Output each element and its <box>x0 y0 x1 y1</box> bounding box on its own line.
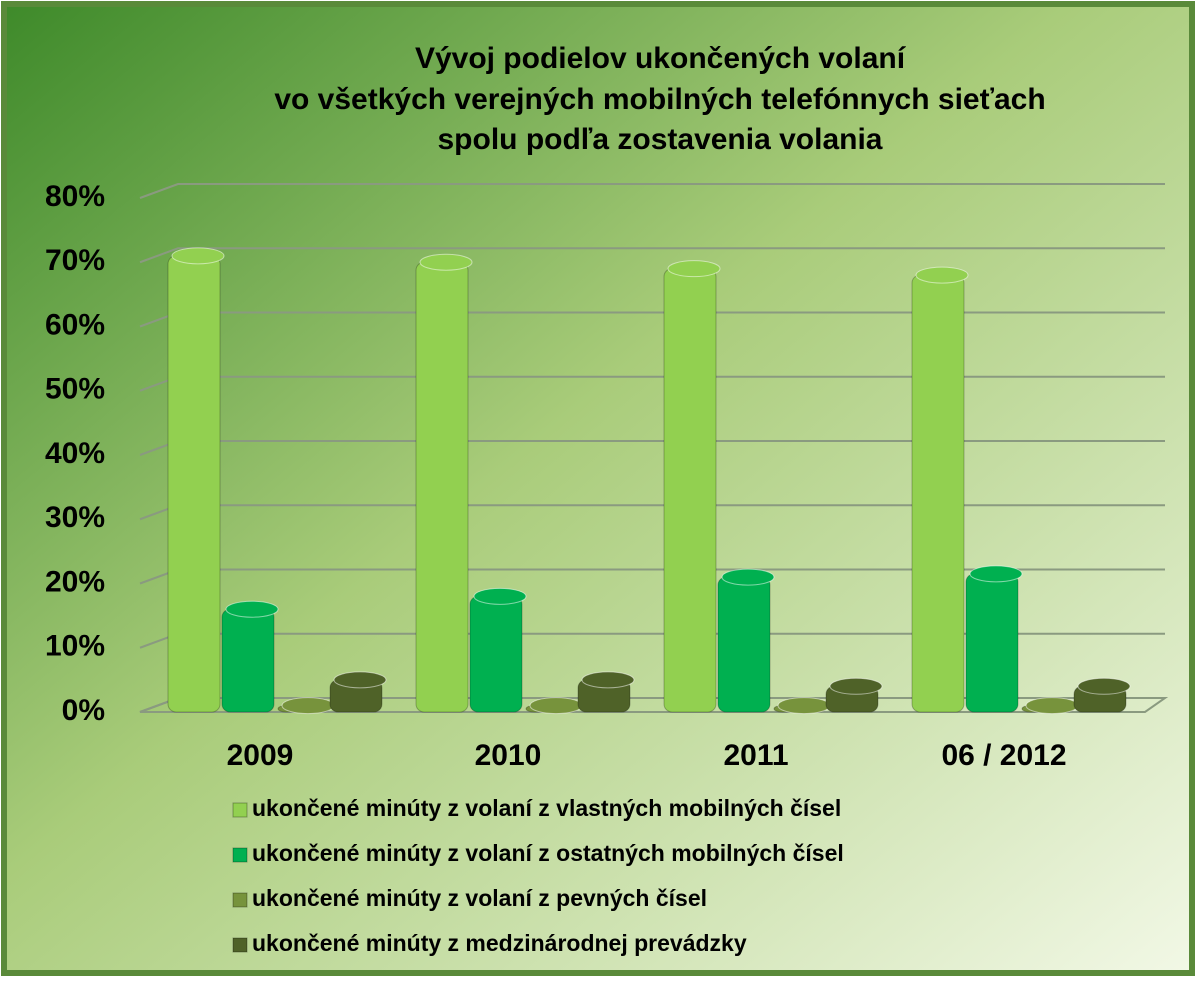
bar <box>469 595 523 713</box>
legend-swatch <box>232 937 248 953</box>
x-tick-label: 06 / 2012 <box>941 739 1066 772</box>
bar <box>221 608 275 713</box>
bar-top <box>1025 697 1079 715</box>
y-tick-label: 80% <box>45 180 105 213</box>
bar-top <box>915 266 969 284</box>
bar <box>911 274 965 713</box>
bar-top <box>721 568 775 586</box>
legend-swatch <box>232 847 248 863</box>
chart-title: vo všetkých verejných mobilných telefónn… <box>274 83 1045 116</box>
x-tick-label: 2011 <box>723 739 788 772</box>
chart-title: spolu podľa zostavenia volania <box>438 123 883 156</box>
legend-swatch <box>232 802 248 818</box>
grid-line <box>139 247 1165 264</box>
bar-top <box>333 671 387 689</box>
grid-line <box>139 183 1165 199</box>
bar-top <box>1077 677 1131 695</box>
x-tick-label: 2010 <box>475 739 542 772</box>
chart-title: Vývoj podielov ukončených volaní <box>415 42 907 75</box>
bar-top <box>171 247 225 265</box>
y-tick-label: 10% <box>45 630 105 663</box>
y-tick-label: 0% <box>62 694 105 727</box>
bar-top <box>969 565 1023 583</box>
y-tick-label: 30% <box>45 501 105 534</box>
bar-top <box>829 677 883 695</box>
bar-top <box>419 253 473 271</box>
bar <box>965 573 1019 713</box>
bar-top <box>473 587 527 605</box>
legend-label: ukončené minúty z volaní z vlastných mob… <box>252 795 841 821</box>
y-tick-label: 50% <box>45 373 105 406</box>
bar-top <box>529 697 583 715</box>
bar-top <box>225 600 279 618</box>
bar <box>663 268 717 713</box>
bar-top <box>281 697 335 715</box>
bar-top <box>667 260 721 278</box>
bar <box>717 576 771 713</box>
legend-label: ukončené minúty z volaní z pevných čísel <box>252 885 707 911</box>
bar <box>415 261 469 713</box>
y-tick-label: 70% <box>45 244 105 277</box>
legend-swatch <box>232 892 248 908</box>
y-tick-label: 20% <box>45 565 105 598</box>
x-tick-label: 2009 <box>227 739 294 772</box>
legend-label: ukončené minúty z volaní z ostatných mob… <box>252 840 844 866</box>
bar <box>167 255 221 713</box>
legend-label: ukončené minúty z medzinárodnej prevádzk… <box>252 930 747 956</box>
bar-top <box>777 697 831 715</box>
bar-top <box>581 671 635 689</box>
y-tick-label: 40% <box>45 437 105 470</box>
y-tick-label: 60% <box>45 308 105 341</box>
